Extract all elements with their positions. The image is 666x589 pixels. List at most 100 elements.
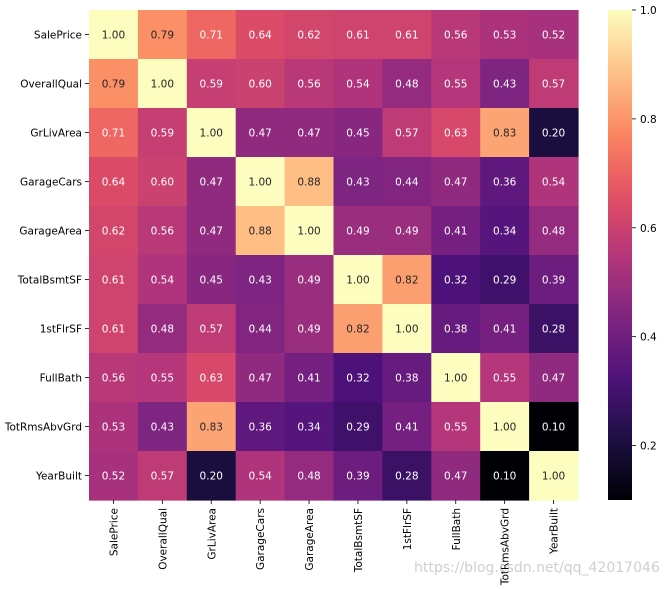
heatmap-cell	[529, 255, 579, 305]
heatmap-cell	[137, 255, 188, 305]
colorbar-tick-label: 0.4	[640, 332, 657, 344]
heatmap-cell-value: 1.00	[542, 471, 565, 483]
heatmap-cell	[284, 255, 335, 305]
y-tick-label: SalePrice	[34, 30, 82, 42]
heatmap-cell	[137, 304, 188, 354]
heatmap-cell-value: 0.57	[395, 128, 418, 140]
heatmap-cell-value: 0.45	[346, 128, 369, 140]
heatmap-cell	[480, 157, 530, 207]
heatmap-cell	[431, 59, 481, 109]
heatmap-cell	[235, 304, 286, 354]
heatmap-cell-value: 0.83	[493, 128, 516, 140]
heatmap-cell	[284, 59, 335, 109]
heatmap-cell-value: 0.54	[542, 177, 566, 189]
heatmap-cell-value: 0.59	[151, 128, 174, 140]
heatmap-cell-value: 0.54	[248, 471, 272, 483]
heatmap-cell-value: 1.00	[444, 373, 467, 385]
heatmap-cell-value: 0.48	[297, 471, 320, 483]
x-tick-label: SalePrice	[108, 508, 120, 556]
heatmap-cell	[137, 353, 188, 403]
heatmap-cell-value: 0.52	[102, 471, 125, 483]
heatmap-cell	[186, 157, 237, 207]
heatmap-cell-value: 0.64	[248, 30, 272, 42]
heatmap-cell	[235, 255, 286, 305]
heatmap-cell-value: 0.63	[200, 373, 223, 385]
heatmap-cell-value: 0.56	[444, 30, 468, 42]
heatmap-cell	[382, 59, 432, 109]
heatmap-cell-value: 0.52	[542, 30, 565, 42]
heatmap-cell-value: 0.59	[200, 79, 223, 91]
heatmap-cell	[480, 353, 530, 403]
y-tick-label: GarageCars	[20, 177, 82, 189]
heatmap-cell	[382, 206, 432, 256]
heatmap-cell-value: 0.79	[151, 30, 174, 42]
heatmap-cell	[186, 402, 237, 452]
heatmap-cell-value: 1.00	[297, 226, 320, 238]
heatmap-cell-value: 0.41	[493, 324, 516, 336]
heatmap-cell	[186, 108, 237, 158]
heatmap-cell	[89, 10, 139, 60]
heatmap-cell-value: 0.20	[200, 471, 223, 483]
heatmap-cell	[284, 10, 335, 60]
heatmap-cell-value: 0.48	[151, 324, 174, 336]
x-tick-label: FullBath	[451, 508, 463, 550]
heatmap-cell	[235, 108, 286, 158]
heatmap-cell	[284, 206, 335, 256]
heatmap-cell	[89, 451, 139, 501]
heatmap-cell	[529, 402, 579, 452]
heatmap-cell	[480, 451, 530, 501]
heatmap-cell-value: 0.57	[200, 324, 223, 336]
heatmap-cell	[529, 157, 579, 207]
heatmap-cell-value: 0.32	[444, 275, 467, 287]
heatmap-cell	[186, 206, 237, 256]
heatmap-cell	[137, 451, 188, 501]
x-tick-label: YearBuilt	[549, 508, 561, 555]
heatmap-cell-value: 0.79	[102, 79, 125, 91]
heatmap-cell-value: 0.28	[542, 324, 565, 336]
heatmap-cell-value: 0.47	[200, 226, 223, 238]
x-tick-label: GarageArea	[304, 508, 316, 571]
heatmap-cell-value: 0.44	[248, 324, 272, 336]
heatmap-cell	[529, 353, 579, 403]
heatmap-cell-value: 0.56	[297, 79, 321, 91]
heatmap-cell	[431, 10, 481, 60]
heatmap-cell-value: 0.36	[493, 177, 517, 189]
colorbar-tick-label: 0.8	[640, 114, 657, 126]
heatmap-cell-value: 0.49	[346, 226, 369, 238]
heatmap-cell-value: 0.82	[346, 324, 369, 336]
heatmap-cell-value: 0.10	[542, 422, 565, 434]
heatmap-cell	[333, 59, 383, 109]
heatmap-cell	[529, 451, 579, 501]
heatmap-cell	[382, 10, 432, 60]
heatmap-cell	[431, 157, 481, 207]
heatmap-cell-value: 0.44	[395, 177, 419, 189]
heatmap-cell	[89, 108, 139, 158]
heatmap-cell	[89, 206, 139, 256]
heatmap-cell-value: 0.48	[395, 79, 418, 91]
heatmap-cell-value: 0.62	[297, 30, 320, 42]
heatmap-cell-value: 0.47	[297, 128, 320, 140]
heatmap-cell-value: 1.00	[151, 79, 174, 91]
heatmap-cell-value: 1.00	[102, 30, 125, 42]
heatmap-cell-value: 0.48	[542, 226, 565, 238]
heatmap-cell	[382, 108, 432, 158]
heatmap-cell-value: 0.61	[102, 324, 125, 336]
y-tick-label: GrLivArea	[30, 128, 82, 140]
heatmap-cell-value: 0.39	[542, 275, 565, 287]
heatmap-cell-value: 0.49	[395, 226, 418, 238]
colorbar-tick-label: 0.6	[640, 223, 657, 235]
colorbar-tick-label: 1.0	[640, 5, 657, 17]
heatmap-cell	[382, 402, 432, 452]
heatmap-cell	[186, 59, 237, 109]
heatmap-cell-value: 0.61	[102, 275, 125, 287]
heatmap-cell	[382, 451, 432, 501]
heatmap-cell-value: 0.64	[102, 177, 126, 189]
heatmap-cell	[529, 206, 579, 256]
heatmap-cell-value: 0.60	[151, 177, 174, 189]
heatmap-cell-value: 0.61	[395, 30, 418, 42]
heatmap-cell-value: 0.55	[444, 79, 467, 91]
heatmap-cell	[89, 402, 139, 452]
heatmap-cell	[382, 353, 432, 403]
heatmap-cell-value: 0.88	[297, 177, 320, 189]
